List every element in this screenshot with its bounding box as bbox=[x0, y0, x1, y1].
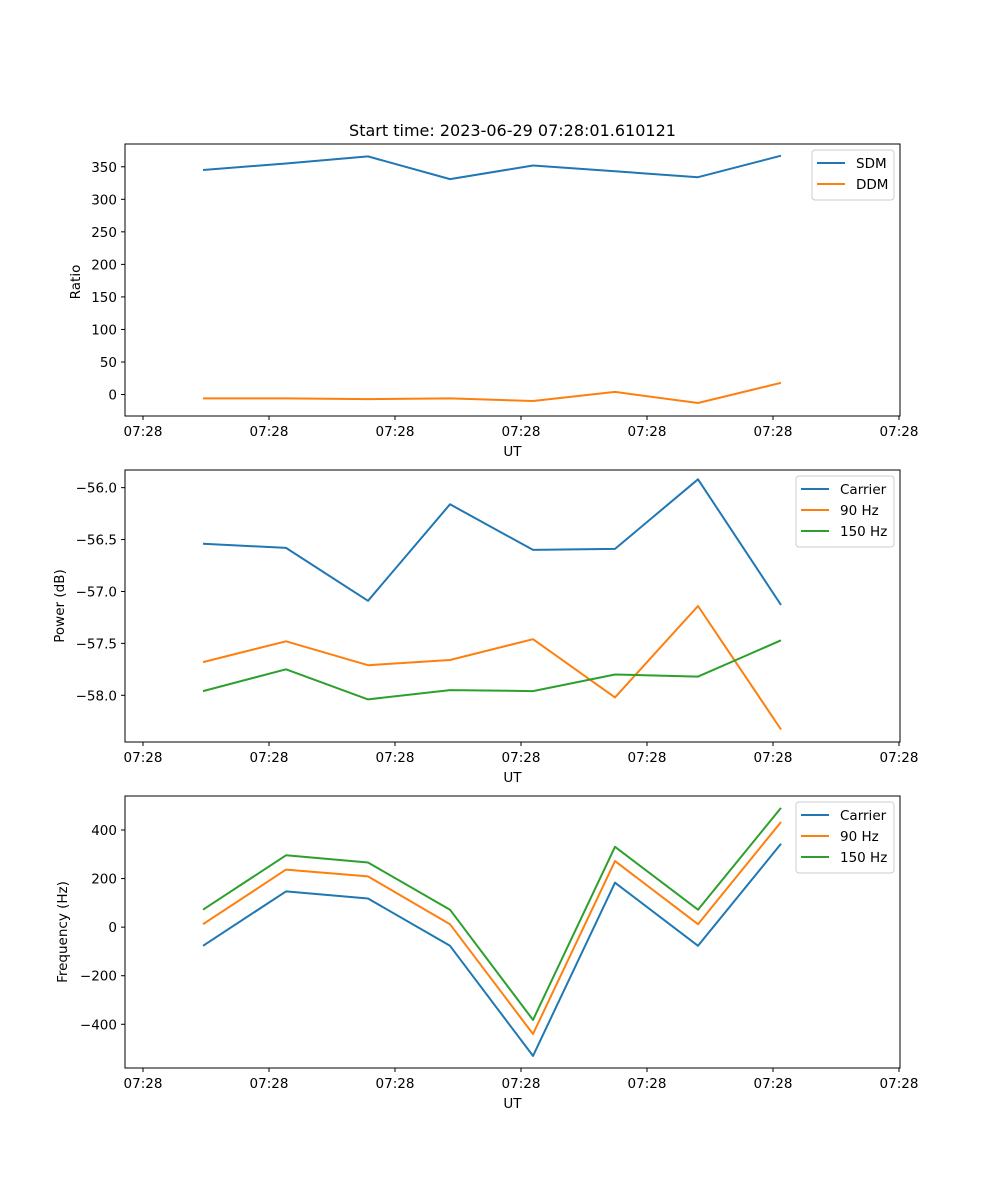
power-panel-xlabel: UT bbox=[503, 770, 522, 786]
frequency-panel-legend-label: 150 Hz bbox=[840, 850, 887, 866]
frequency-panel: 07:28 07:28 07:28 07:28 07:28 07:28 07:28 −400 −… bbox=[80, 795, 919, 1092]
power-panel-x-tick-label: 07:28 bbox=[502, 750, 541, 766]
power-panel-y-tick-label: −56.0 bbox=[76, 481, 117, 497]
power-panel-legend-label: 150 Hz bbox=[840, 524, 887, 540]
ratio-panel-frame bbox=[124, 143, 901, 417]
ratio-panel-y-tick-label: 300 bbox=[91, 192, 117, 208]
ratio-panel-ylabel: Ratio bbox=[68, 265, 84, 300]
power-panel-x-tick-label: 07:28 bbox=[250, 750, 289, 766]
frequency-panel-xlabel: UT bbox=[503, 1096, 522, 1112]
frequency-panel-ylabel: Frequency (Hz) bbox=[55, 881, 71, 983]
power-panel-y-tick-label: −57.5 bbox=[76, 636, 117, 652]
power-panel-x-tick-label: 07:28 bbox=[376, 750, 415, 766]
ratio-panel-series-ddm bbox=[203, 381, 782, 404]
ratio-panel-x-tick-label: 07:28 bbox=[502, 424, 541, 440]
ratio-panel-x-tick-label: 07:28 bbox=[124, 424, 163, 440]
frequency-panel-series-150-hz bbox=[202, 807, 782, 1021]
ratio-panel-x-tick-label: 07:28 bbox=[628, 424, 667, 440]
ratio-panel-y-tick-label: 200 bbox=[91, 257, 117, 273]
frequency-panel-y-tick-label: −200 bbox=[80, 969, 117, 985]
ratio-panel-y-tick-label: 350 bbox=[91, 160, 117, 176]
power-panel: 07:28 07:28 07:28 07:28 07:28 07:28 07:28 −58.0… bbox=[76, 469, 919, 766]
ratio-panel-legend-label: DDM bbox=[856, 177, 888, 193]
power-panel-ylabel: Power (dB) bbox=[52, 569, 68, 642]
ratio-panel-xlabel: UT bbox=[503, 444, 522, 460]
ratio-panel-y-tick-label: 0 bbox=[108, 388, 117, 404]
power-panel-x-tick-label: 07:28 bbox=[880, 750, 919, 766]
frequency-panel-y-tick-label: 400 bbox=[91, 823, 117, 839]
frequency-panel-y-tick-label: 200 bbox=[91, 872, 117, 888]
power-panel-frame bbox=[124, 469, 901, 743]
power-panel-legend-label: Carrier bbox=[840, 482, 887, 498]
power-panel-y-tick-label: −57.0 bbox=[76, 584, 117, 600]
frequency-panel-series-carrier bbox=[202, 843, 782, 1057]
frequency-panel-x-tick-label: 07:28 bbox=[880, 1076, 919, 1092]
frequency-panel-x-tick-label: 07:28 bbox=[124, 1076, 163, 1092]
frequency-panel-series-90-hz bbox=[202, 821, 782, 1035]
frequency-panel-x-tick-label: 07:28 bbox=[628, 1076, 667, 1092]
power-panel-x-tick-label: 07:28 bbox=[124, 750, 163, 766]
power-panel-x-tick-label: 07:28 bbox=[628, 750, 667, 766]
power-panel-series-90-hz bbox=[202, 605, 782, 731]
ratio-panel-x-tick-label: 07:28 bbox=[754, 424, 793, 440]
frequency-panel-legend-label: Carrier bbox=[840, 808, 887, 824]
ratio-panel: 07:28 07:28 07:28 07:28 07:28 07:28 07:28 0 50 10… bbox=[91, 143, 919, 440]
frequency-panel-legend-label: 90 Hz bbox=[840, 829, 879, 845]
frequency-panel-y-tick-label: −400 bbox=[80, 1017, 117, 1033]
frequency-panel-legend bbox=[795, 801, 895, 874]
power-panel-x-tick-label: 07:28 bbox=[754, 750, 793, 766]
ratio-panel-y-tick-label: 50 bbox=[100, 355, 117, 371]
ratio-panel-x-tick-label: 07:28 bbox=[250, 424, 289, 440]
ratio-panel-y-tick-label: 150 bbox=[91, 290, 117, 306]
power-panel-y-tick-label: −58.0 bbox=[76, 688, 117, 704]
ratio-panel-series-sdm bbox=[202, 154, 782, 181]
frequency-panel-y-tick-label: 0 bbox=[108, 920, 117, 936]
ratio-panel-legend-label: SDM bbox=[856, 156, 887, 172]
power-panel-legend-label: 90 Hz bbox=[840, 503, 879, 519]
frequency-panel-x-tick-label: 07:28 bbox=[502, 1076, 541, 1092]
ratio-panel-y-tick-label: 100 bbox=[91, 322, 117, 338]
ratio-panel-x-tick-label: 07:28 bbox=[376, 424, 415, 440]
power-panel-series-carrier bbox=[202, 478, 782, 606]
ratio-panel-y-tick-label: 250 bbox=[91, 225, 117, 241]
power-panel-series-150-hz bbox=[202, 639, 782, 701]
frequency-panel-frame bbox=[124, 795, 901, 1069]
chart-title: Start time: 2023-06-29 07:28:01.610121 bbox=[349, 121, 676, 140]
power-panel-legend bbox=[795, 475, 895, 548]
frequency-panel-x-tick-label: 07:28 bbox=[250, 1076, 289, 1092]
frequency-panel-x-tick-label: 07:28 bbox=[376, 1076, 415, 1092]
ratio-panel-x-tick-label: 07:28 bbox=[880, 424, 919, 440]
power-panel-y-tick-label: −56.5 bbox=[76, 533, 117, 549]
frequency-panel-x-tick-label: 07:28 bbox=[754, 1076, 793, 1092]
